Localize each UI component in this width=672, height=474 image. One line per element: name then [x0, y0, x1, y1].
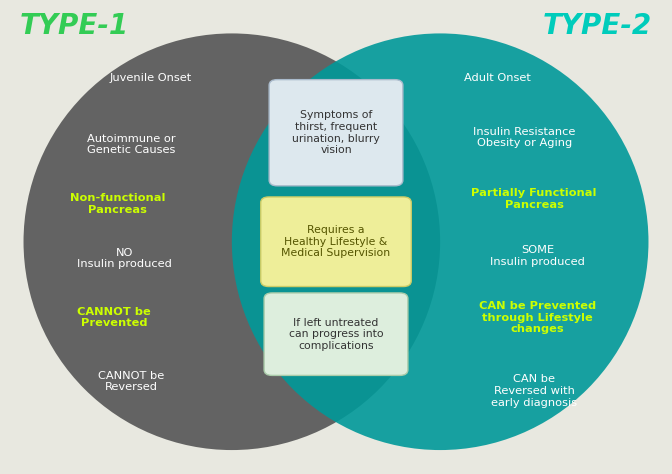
- Text: TYPE-1: TYPE-1: [20, 12, 129, 40]
- Text: Symptoms of
thirst, frequent
urination, blurry
vision: Symptoms of thirst, frequent urination, …: [292, 110, 380, 155]
- Text: CANNOT be
Reversed: CANNOT be Reversed: [98, 371, 164, 392]
- Text: Requires a
Healthy Lifestyle &
Medical Supervision: Requires a Healthy Lifestyle & Medical S…: [282, 225, 390, 258]
- FancyBboxPatch shape: [269, 80, 403, 186]
- Text: Adult Onset: Adult Onset: [464, 73, 531, 83]
- Text: SOME
Insulin produced: SOME Insulin produced: [490, 245, 585, 267]
- Text: Autoimmune or
Genetic Causes: Autoimmune or Genetic Causes: [87, 134, 175, 155]
- FancyBboxPatch shape: [264, 293, 408, 375]
- Text: Non-functional
Pancreas: Non-functional Pancreas: [70, 193, 165, 215]
- Text: TYPE-2: TYPE-2: [543, 12, 652, 40]
- FancyBboxPatch shape: [261, 197, 411, 286]
- Text: CANNOT be
Prevented: CANNOT be Prevented: [77, 307, 151, 328]
- Ellipse shape: [24, 34, 440, 450]
- Text: CAN be
Reversed with
early diagnosis: CAN be Reversed with early diagnosis: [491, 374, 577, 408]
- Text: Insulin Resistance
Obesity or Aging: Insulin Resistance Obesity or Aging: [473, 127, 575, 148]
- Ellipse shape: [232, 34, 648, 450]
- Text: If left untreated
can progress into
complications: If left untreated can progress into comp…: [289, 318, 383, 351]
- Text: Juvenile Onset: Juvenile Onset: [110, 73, 192, 83]
- Text: NO
Insulin produced: NO Insulin produced: [77, 247, 172, 269]
- Text: CAN be Prevented
through Lifestyle
changes: CAN be Prevented through Lifestyle chang…: [479, 301, 596, 334]
- Text: Partially Functional
Pancreas: Partially Functional Pancreas: [472, 188, 597, 210]
